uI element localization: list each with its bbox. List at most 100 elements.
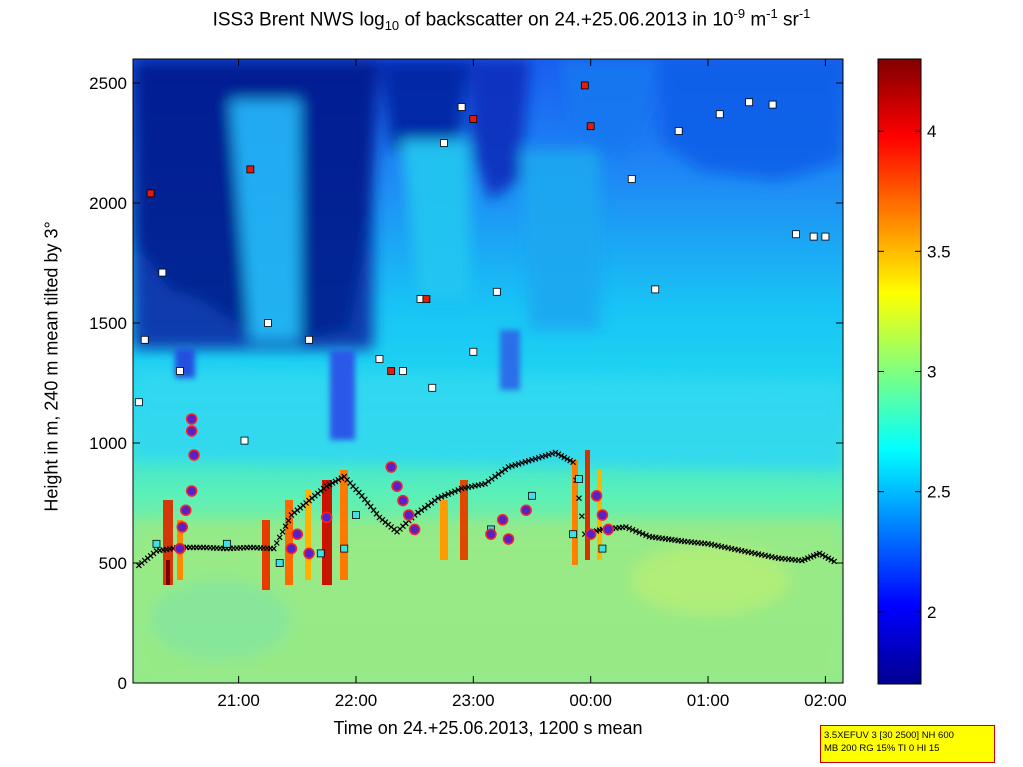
mixing-layer-marker bbox=[643, 532, 649, 539]
mixing-layer-marker bbox=[431, 497, 438, 504]
cloud-base-marker bbox=[809, 232, 818, 241]
y-tick-label: 2500 bbox=[89, 74, 127, 93]
y-tick-label: 1500 bbox=[89, 314, 127, 333]
mixing-layer-marker bbox=[338, 475, 345, 482]
x-tick-label: 23:00 bbox=[452, 691, 495, 710]
mixing-layer-marker bbox=[578, 513, 585, 520]
mixing-layer-marker bbox=[279, 528, 286, 535]
mixing-layer-marker bbox=[542, 452, 549, 459]
mixing-layer-marker bbox=[519, 459, 525, 466]
mixing-layer-marker bbox=[451, 488, 458, 495]
precipitation-marker bbox=[520, 504, 532, 516]
mixing-layer-marker bbox=[555, 451, 562, 458]
precipitation-marker bbox=[291, 528, 304, 540]
mixing-layer-marker bbox=[421, 504, 428, 511]
mixing-layer-marker bbox=[502, 466, 509, 473]
mixing-layer-marker bbox=[448, 489, 455, 496]
precipitation-marker bbox=[397, 494, 409, 507]
mixing-layer-marker bbox=[441, 492, 448, 499]
y-tick-label: 500 bbox=[99, 554, 127, 573]
cyan-square-marker bbox=[352, 511, 360, 519]
y-tick-label: 2000 bbox=[89, 194, 127, 213]
cloud-base-marker bbox=[305, 335, 313, 344]
mixing-layer-marker bbox=[326, 481, 333, 488]
x-tick-label: 22:00 bbox=[335, 691, 378, 710]
mixing-layer-marker bbox=[508, 463, 515, 469]
title-sub: 10 bbox=[384, 18, 400, 34]
title-unit1: m bbox=[745, 9, 767, 31]
mixing-layer-marker bbox=[438, 493, 445, 500]
cloud-base-marker bbox=[176, 367, 184, 375]
x-tick-label: 00:00 bbox=[569, 691, 612, 710]
mixing-layer-marker bbox=[428, 500, 435, 506]
precipitation-marker bbox=[185, 485, 198, 497]
red-square-marker bbox=[146, 189, 155, 198]
cloud-base-marker bbox=[651, 285, 660, 294]
cloud-base-marker bbox=[768, 100, 777, 109]
info-line-1: 3.5XEFUV 3 [30 2500] NH 600 bbox=[824, 730, 954, 741]
chart-title: ISS3 Brent NWS log10 of backscatter on 2… bbox=[0, 6, 1023, 33]
cyan-square-marker bbox=[569, 530, 577, 539]
y-axis: 0 500 1000 1500 2000 2500 bbox=[89, 74, 843, 693]
mixing-layer-marker bbox=[545, 451, 552, 458]
precipitation-marker bbox=[496, 514, 509, 526]
mixing-layer-marker bbox=[828, 556, 835, 563]
title-sup3: -1 bbox=[798, 6, 811, 21]
mixing-layer-marker bbox=[549, 450, 556, 457]
mixing-layer-marker bbox=[535, 454, 542, 461]
precipitation-marker bbox=[180, 504, 192, 516]
mixing-layer-marker bbox=[539, 453, 545, 460]
title-prefix: ISS3 Brent NWS log bbox=[212, 9, 385, 31]
cloud-base-marker bbox=[264, 319, 272, 327]
precipitation-marker bbox=[285, 542, 298, 555]
mixing-layer-marker bbox=[276, 534, 283, 541]
cloud-base-marker bbox=[821, 232, 830, 241]
mixing-layer-marker bbox=[515, 460, 522, 467]
colorbar-tick-label: 3 bbox=[927, 363, 936, 382]
precipitation-marker bbox=[188, 449, 200, 461]
colorbar-tick-label: 2 bbox=[927, 603, 936, 622]
red-square-marker bbox=[586, 122, 595, 131]
mixing-layer-marker bbox=[567, 457, 574, 464]
precipitation-marker bbox=[176, 521, 189, 533]
mixing-layer-marker bbox=[629, 526, 636, 533]
precipitation-marker bbox=[185, 413, 198, 425]
mixing-layer-marker bbox=[435, 495, 442, 502]
mixing-layer-marker bbox=[445, 491, 452, 498]
mixing-layer-marker bbox=[418, 507, 425, 514]
colorbar bbox=[878, 59, 921, 684]
mixing-layer-marker bbox=[485, 478, 492, 485]
mixing-layer-marker bbox=[532, 455, 539, 462]
mixing-layer-marker bbox=[570, 459, 577, 466]
cyan-square-marker bbox=[222, 539, 231, 548]
x-tick-label: 02:00 bbox=[804, 691, 847, 710]
precipitation-marker bbox=[502, 533, 515, 545]
mixing-layer-marker bbox=[819, 552, 826, 558]
mixing-layer-marker bbox=[576, 495, 582, 502]
mixing-layer-marker bbox=[512, 462, 519, 468]
plot-frame bbox=[132, 58, 844, 684]
mixing-layer-marker bbox=[525, 457, 532, 464]
x-axis-label: Time on 24.+25.06.2013, 1200 s mean bbox=[333, 718, 643, 738]
cloud-base-marker bbox=[745, 98, 754, 107]
mixing-layer-marker bbox=[522, 458, 529, 465]
cyan-square-marker bbox=[598, 544, 607, 553]
precipitation-marker bbox=[590, 490, 603, 502]
cloud-base-marker bbox=[375, 355, 384, 363]
x-axis: 21:00 22:00 23:00 00:00 01:00 02:00 bbox=[217, 59, 847, 710]
precipitation-marker bbox=[485, 528, 497, 540]
colorbar-tick-label: 2.5 bbox=[927, 483, 951, 502]
y-axis-label: Height in m, 240 m mean tilted by 3° bbox=[41, 221, 62, 512]
title-middle: of backscatter on 24.+25.06.2013 in 10 bbox=[399, 9, 734, 31]
precipitation-marker bbox=[403, 509, 415, 521]
red-square-marker bbox=[469, 115, 478, 123]
mixing-layer-marker bbox=[639, 530, 646, 537]
mixing-layer-marker bbox=[332, 478, 339, 485]
mixing-layer-marker bbox=[831, 558, 838, 565]
red-square-marker bbox=[422, 295, 431, 303]
mixing-layer-marker bbox=[529, 456, 535, 463]
cyan-square-marker bbox=[528, 491, 536, 500]
mixing-layer-marker bbox=[558, 452, 565, 459]
precipitation-marker bbox=[602, 523, 615, 536]
